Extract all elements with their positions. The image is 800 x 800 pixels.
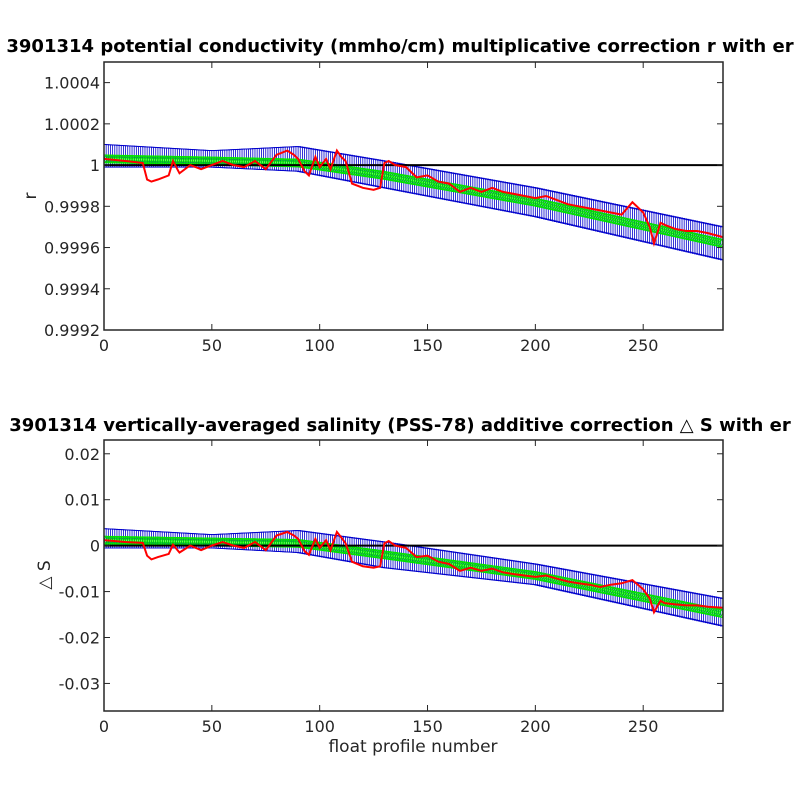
fit-point <box>131 155 141 165</box>
fit-point <box>125 154 135 164</box>
y-tick-label: 0 <box>90 537 100 556</box>
y-tick-label: 0.02 <box>64 445 100 464</box>
top-title: 3901314 potential conductivity (mmho/cm)… <box>6 36 793 57</box>
x-tick-label: 250 <box>628 717 659 736</box>
fit-point <box>127 536 137 546</box>
fit-point <box>274 538 284 548</box>
y-tick-label: 0.9992 <box>44 321 100 340</box>
raw-correction-line <box>104 529 723 615</box>
fit-point <box>289 538 299 548</box>
y-tick-label: -0.03 <box>59 674 100 693</box>
y-tick-label: 1.0004 <box>44 74 100 93</box>
bottom-ylabel: △ S <box>35 560 55 589</box>
x-tick-label: 150 <box>412 336 443 355</box>
bottom-ticks: 0 50 100 150 200 250 -0.03 -0.02 -0.01 0 0.01 0.02 <box>59 440 723 736</box>
fit-point <box>718 609 723 619</box>
bottom-title: 3901314 vertically-averaged salinity (PS… <box>9 415 791 436</box>
y-tick-label: 1.0002 <box>44 115 100 134</box>
y-tick-label: -0.01 <box>59 583 100 602</box>
fit-point <box>267 538 277 548</box>
fit-point <box>259 538 269 548</box>
x-tick-label: 50 <box>202 336 222 355</box>
x-tick-label: 150 <box>412 717 443 736</box>
fit-point <box>149 155 159 165</box>
fit-point <box>282 538 292 548</box>
fit-point <box>144 155 154 165</box>
fit-point <box>125 536 135 546</box>
bottom-axes-box <box>103 439 724 712</box>
y-tick-label: 0.9998 <box>44 197 100 216</box>
fit-point <box>146 155 156 165</box>
fit-point <box>280 538 290 548</box>
x-tick-label: 0 <box>99 717 109 736</box>
y-tick-label: 0.9996 <box>44 239 100 258</box>
top-ticks: 0 50 100 150 200 250 0.9992 0.9994 0.9996 0.9998 1… <box>44 62 723 355</box>
fit-point <box>121 535 131 545</box>
x-tick-label: 0 <box>99 336 109 355</box>
raw-correction-line <box>104 148 723 248</box>
fit-point <box>157 155 167 165</box>
fit-point <box>123 154 133 164</box>
y-tick-label: 0.9994 <box>44 280 100 299</box>
fit-point <box>718 238 723 248</box>
bottom-subplot: 3901314 vertically-averaged salinity (PS… <box>9 415 791 757</box>
x-tick-label: 50 <box>202 717 222 736</box>
top-subplot: 3901314 potential conductivity (mmho/cm)… <box>6 36 793 355</box>
fit-point <box>134 155 144 165</box>
fit-point <box>153 155 163 165</box>
top-ylabel: r <box>21 193 41 200</box>
x-tick-label: 200 <box>520 336 551 355</box>
fit-point <box>121 154 131 164</box>
fit-point <box>278 538 288 548</box>
y-tick-label: 1 <box>90 156 100 175</box>
fit-point <box>142 155 152 165</box>
bottom-plot-area <box>104 528 723 627</box>
top-axes-box <box>103 61 724 331</box>
fit-point <box>261 538 271 548</box>
bottom-xlabel: float profile number <box>328 737 497 757</box>
fit-point <box>151 155 161 165</box>
fit-point <box>159 155 169 165</box>
fit-point <box>127 154 137 164</box>
fit-point <box>287 538 297 548</box>
top-plot-area <box>104 144 723 261</box>
fit-point <box>129 154 139 164</box>
fit-point <box>140 155 150 165</box>
fit-point <box>265 538 275 548</box>
x-tick-label: 250 <box>628 336 659 355</box>
fit-point <box>118 154 128 164</box>
fit-point <box>155 155 165 165</box>
fit-point <box>272 538 282 548</box>
x-tick-label: 200 <box>520 717 551 736</box>
fit-point <box>276 538 286 548</box>
fit-point <box>284 538 294 548</box>
y-tick-label: 0.01 <box>64 491 100 510</box>
x-tick-label: 100 <box>304 336 335 355</box>
x-tick-label: 100 <box>304 717 335 736</box>
y-tick-label: -0.02 <box>59 629 100 648</box>
fit-point <box>250 538 260 548</box>
fit-point <box>123 536 133 546</box>
